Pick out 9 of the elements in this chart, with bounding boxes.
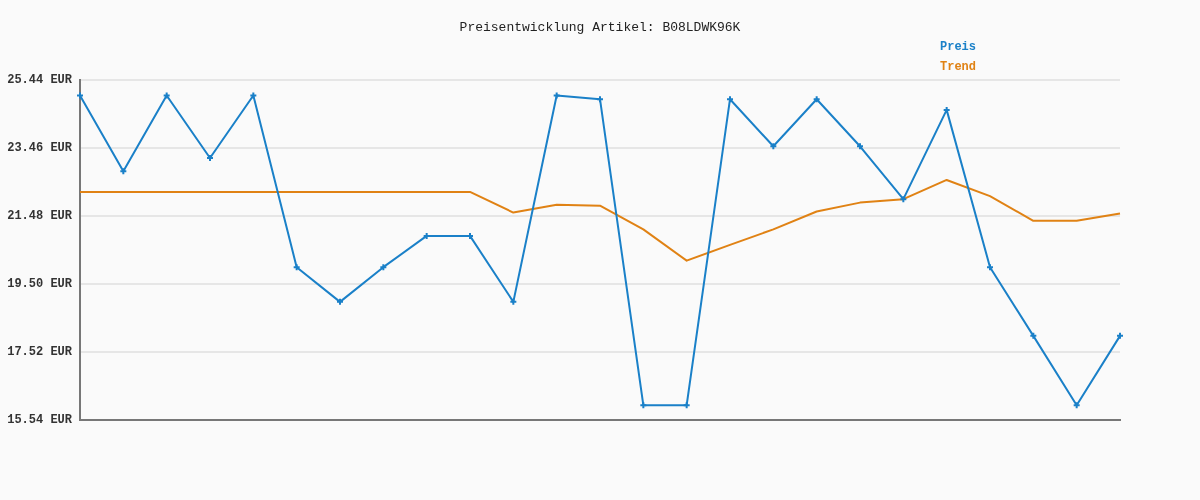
y-tick-label: 15.54 EUR — [7, 413, 73, 428]
y-tick-label: 23.46 EUR — [7, 141, 73, 156]
y-tick-label: 25.44 EUR — [7, 73, 73, 88]
y-tick-label: 19.50 EUR — [7, 277, 73, 292]
text: Trend — [940, 60, 977, 75]
text: Preis — [940, 40, 977, 55]
y-tick-label: 17.52 EUR — [7, 345, 73, 360]
y-tick-label: 21.48 EUR — [7, 209, 73, 224]
chart-title: Preisentwicklung Artikel: B08LDWK96K — [459, 20, 741, 36]
